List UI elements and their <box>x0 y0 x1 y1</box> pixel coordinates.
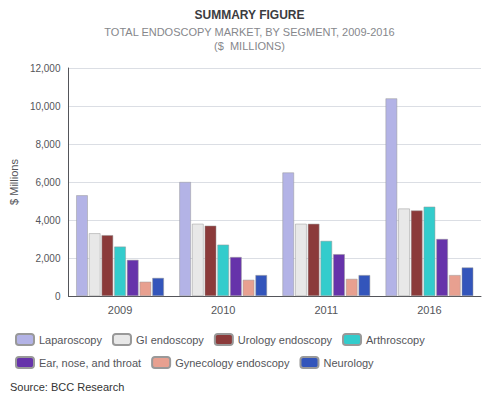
svg-text:Ear, nose, and throat: Ear, nose, and throat <box>39 357 141 369</box>
svg-text:GI endoscopy: GI endoscopy <box>136 334 204 346</box>
svg-text:Arthroscopy: Arthroscopy <box>366 334 425 346</box>
svg-text:SUMMARY FIGURE: SUMMARY FIGURE <box>194 8 304 22</box>
svg-text:2,000: 2,000 <box>35 253 60 264</box>
svg-text:12,000: 12,000 <box>30 63 61 74</box>
svg-text:Neurology: Neurology <box>323 357 374 369</box>
svg-text:Source: BCC Research: Source: BCC Research <box>10 381 124 393</box>
svg-text:TOTAL ENDOSCOPY MARKET, BY SEG: TOTAL ENDOSCOPY MARKET, BY SEGMENT, 2009… <box>104 26 394 38</box>
svg-text:2010: 2010 <box>211 304 235 316</box>
svg-text:8,000: 8,000 <box>35 139 60 150</box>
svg-text:$ Millions: $ Millions <box>8 159 20 205</box>
svg-text:Laparoscopy: Laparoscopy <box>39 334 102 346</box>
svg-text:2011: 2011 <box>314 304 338 316</box>
svg-text:0: 0 <box>55 291 61 302</box>
svg-text:Gynecology endoscopy: Gynecology endoscopy <box>175 357 290 369</box>
svg-text:2016: 2016 <box>417 304 441 316</box>
svg-text:10,000: 10,000 <box>30 101 61 112</box>
svg-text:2009: 2009 <box>108 304 132 316</box>
svg-text:Urology endoscopy: Urology endoscopy <box>238 334 333 346</box>
svg-text:4,000: 4,000 <box>35 215 60 226</box>
svg-text:($ MILLIONS): ($ MILLIONS) <box>214 40 285 52</box>
svg-text:6,000: 6,000 <box>35 177 60 188</box>
